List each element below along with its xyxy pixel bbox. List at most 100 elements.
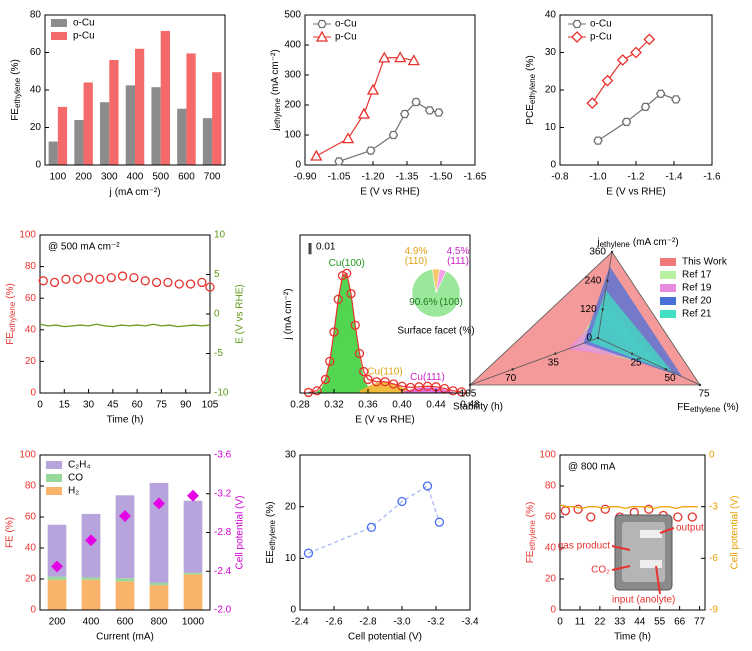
marker [359,366,369,377]
inset-arrow [611,545,631,551]
marker [325,356,335,367]
radar-tick [698,383,702,387]
marker [333,294,343,304]
x-tick-label: 300 [101,172,118,183]
marker [303,387,314,398]
y-tick-label: 20 [285,501,297,512]
radar-tick-label: 25 [630,357,642,368]
y-tick-label: 0 [550,160,556,171]
bar-segment [183,572,203,575]
bar-segment [115,581,135,610]
y-axis-label: j (mA cm⁻²) [283,288,294,340]
marker [163,277,173,288]
x-tick-label: 66 [674,617,686,628]
y2-axis-label: Cell potential (V) [730,496,741,570]
marker [560,506,571,516]
y2-tick-label: 5 [214,269,220,280]
inset-label: output [676,523,704,534]
y-tick-label: 20 [30,122,42,133]
marker [673,512,683,522]
series-line [39,323,211,328]
legend-label: o-Cu [335,19,357,30]
peak-area [317,273,377,393]
bar [83,82,93,165]
marker [434,517,445,527]
y-tick-label: 40 [545,543,557,554]
y-tick-label: 0 [550,605,556,616]
x-tick-label: 600 [117,617,134,628]
y2-tick-label: -3.2 [214,488,232,499]
x-tick-label: -1.0 [589,172,607,183]
inset-arrow [659,527,675,534]
radar-tick [554,352,557,355]
y-tick-label: 200 [284,100,301,111]
y2-tick-label: -5 [214,348,223,359]
y-tick-label: 100 [19,230,36,241]
radar-tick-label: 105 [460,389,477,400]
x-tick-label: -0.8 [551,172,569,183]
inset-label: gas product [558,541,610,552]
inset-label: input (anolyte) [612,595,675,606]
bar-segment [183,574,203,610]
peak-label: Cu(111) [410,372,445,383]
x-tick-label: -1.05 [328,172,351,183]
radar-axis-label: jethylene (mA cm⁻²) [596,237,678,249]
x-axis-label: E (V vs RHE) [360,187,419,198]
x-tick-label: -1.20 [362,172,385,183]
x-tick-label: 33 [614,617,626,628]
x-axis-label: j (mA cm⁻²) [108,187,160,198]
marker [378,51,391,63]
x-tick-label: -1.65 [464,172,487,183]
y-axis-label-part: ethylene [528,73,537,104]
y-axis-label-part: ethylene [268,519,277,550]
x-tick-label: 200 [49,617,66,628]
marker [187,489,199,502]
bar-segment [149,482,169,583]
x-tick-label: 77 [694,617,706,628]
marker [151,277,162,288]
marker [573,504,583,514]
y-tick-label: 60 [545,512,557,523]
bar [74,120,84,165]
y-tick-label: 300 [284,70,301,81]
y-tick-label: 100 [284,130,301,141]
marker [72,274,82,284]
y2-tick-label: 10 [214,230,226,241]
marker [310,149,323,161]
x-axis-label: Time (h) [107,415,144,426]
x-tick-label: 1000 [182,617,205,628]
y-tick-label: 0 [30,605,36,616]
y-axis-label: PCEethylene (%) [525,55,537,124]
x-tick-label: 44 [634,617,646,628]
inset-photo-detail [640,530,662,538]
legend-label: C₂H₄ [68,460,90,471]
marker [640,102,651,111]
bar-segment [115,495,135,579]
x-tick-label: -1.4 [665,172,683,183]
bar [57,106,68,165]
y-tick-label: 60 [25,293,37,304]
x-tick-label: 600 [178,172,195,183]
annotation: @ 500 mA cm⁻² [48,242,120,253]
y-tick-label: 100 [19,450,36,461]
pie-category-label: (111) [447,256,469,267]
y2-tick-label: 0 [709,450,715,461]
pie-slice [435,268,447,294]
y-axis-label-part: (mA cm⁻²) [283,288,294,334]
bar-segment [47,579,67,610]
y-tick-label: 20 [25,574,37,585]
y2-axis-label: Cell potential (V) [235,496,246,570]
y2-tick-label: -2.8 [214,527,232,538]
marker [388,379,399,389]
marker [185,279,196,289]
x-axis-label: E (V vs RHE) [606,187,665,198]
y2-tick-label: -9 [709,605,718,616]
radar-axis [597,251,613,339]
y-axis-label-part: (mA cm⁻²) [270,49,281,95]
pie-value-label: 90.6% [409,297,437,308]
y-axis-label-part: (%) [265,501,276,517]
y-axis-label-part: PCE [525,104,536,125]
x-tick-label: 0.36 [358,400,378,411]
y-axis-label-part: FE [10,108,21,121]
bar-segment [47,576,67,580]
